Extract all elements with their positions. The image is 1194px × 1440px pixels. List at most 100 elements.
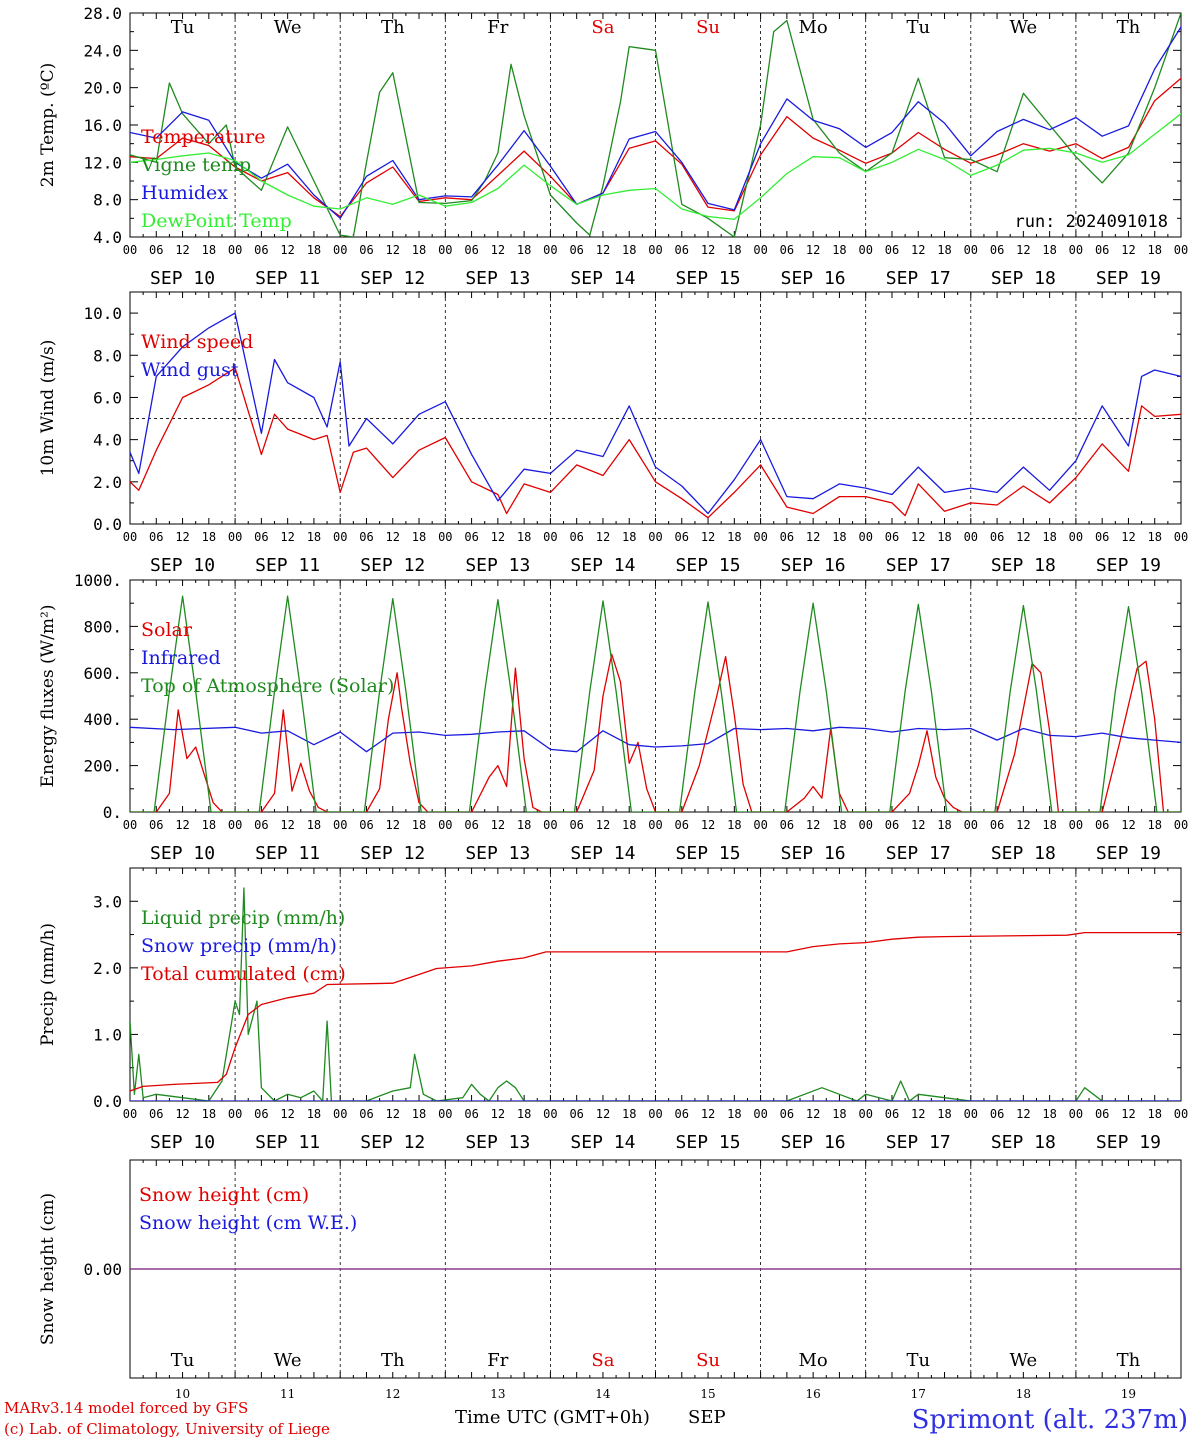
hour-tick-label: 00 bbox=[858, 243, 872, 257]
hour-tick-label: 12 bbox=[596, 1107, 610, 1121]
hour-tick-label: 18 bbox=[622, 1107, 636, 1121]
hour-tick-label: 00 bbox=[123, 1107, 137, 1121]
legend-wind-gust: Wind gust bbox=[141, 359, 239, 381]
weekday-label: Th bbox=[1117, 17, 1141, 38]
y-tick-label: 0. bbox=[103, 803, 122, 822]
legend-wind-speed: Wind speed bbox=[141, 331, 253, 353]
date-label: SEP 18 bbox=[991, 268, 1056, 289]
hour-tick-label: 06 bbox=[885, 818, 899, 832]
y-axis-label: Energy fluxes (W/m²) bbox=[38, 605, 58, 788]
hour-tick-label: 00 bbox=[543, 1107, 557, 1121]
hour-tick-label: 12 bbox=[1016, 243, 1030, 257]
series-total-cumulated-cm- bbox=[130, 931, 1181, 1092]
hour-tick-label: 18 bbox=[307, 818, 321, 832]
hour-tick-label: 00 bbox=[858, 530, 872, 544]
weekday-label: Fr bbox=[487, 17, 508, 38]
legend-infrared: Infrared bbox=[141, 647, 221, 669]
y-tick-label: 10.0 bbox=[83, 304, 122, 323]
hour-tick-label: 18 bbox=[1042, 530, 1056, 544]
date-label: SEP 13 bbox=[465, 1132, 530, 1153]
y-tick-label: 24.0 bbox=[83, 41, 122, 60]
legend-snow-height-cm-w-e-: Snow height (cm W.E.) bbox=[139, 1212, 357, 1234]
hour-tick-label: 12 bbox=[491, 243, 505, 257]
series-group bbox=[130, 13, 1181, 237]
hour-tick-label: 18 bbox=[517, 1107, 531, 1121]
hour-tick-label: 06 bbox=[675, 243, 689, 257]
hour-tick-label: 18 bbox=[832, 1107, 846, 1121]
date-label: SEP 18 bbox=[991, 843, 1056, 864]
date-label: SEP 14 bbox=[570, 268, 635, 289]
hour-tick-label: 18 bbox=[307, 243, 321, 257]
legend-dewpoint-temp: DewPoint Temp bbox=[141, 210, 292, 232]
date-label: SEP 11 bbox=[255, 555, 320, 576]
series-group bbox=[130, 887, 1181, 1101]
legend-total-cumulated-cm-: Total cumulated (cm) bbox=[141, 963, 346, 985]
day-number-label: 15 bbox=[700, 1387, 715, 1401]
series-solar bbox=[130, 653, 1181, 812]
hour-tick-label: 18 bbox=[937, 1107, 951, 1121]
hour-tick-label: 18 bbox=[1147, 1107, 1161, 1121]
y-tick-label: 0.0 bbox=[93, 1092, 122, 1111]
date-label: SEP 16 bbox=[781, 843, 846, 864]
y-tick-label: 2.0 bbox=[93, 473, 122, 492]
y-axis-label: 10m Wind (m/s) bbox=[38, 340, 58, 477]
model-credit: MARv3.14 model forced by GFS bbox=[4, 1399, 248, 1417]
hour-tick-label: 00 bbox=[438, 1107, 452, 1121]
hour-tick-label: 06 bbox=[780, 243, 794, 257]
hour-tick-label: 18 bbox=[517, 243, 531, 257]
hour-tick-label: 12 bbox=[175, 1107, 189, 1121]
time-axis-label: Time UTC (GMT+0h) bbox=[455, 1407, 650, 1428]
date-label: SEP 10 bbox=[150, 1132, 215, 1153]
hour-tick-label: 18 bbox=[832, 818, 846, 832]
hour-tick-label: 00 bbox=[964, 818, 978, 832]
series-temperature bbox=[130, 77, 1181, 218]
day-number-label: 14 bbox=[595, 1387, 611, 1401]
hour-tick-label: 18 bbox=[412, 818, 426, 832]
hour-tick-label: 18 bbox=[937, 818, 951, 832]
hour-tick-label: 12 bbox=[1121, 243, 1135, 257]
panel-1: 4.0 8.0 12.0 16.0 20.0 24.0 28.0 2m Temp. (ºC) T… bbox=[38, 4, 1188, 289]
weekday-label: We bbox=[274, 1350, 302, 1371]
hour-tick-label: 00 bbox=[123, 818, 137, 832]
hour-tick-label: 06 bbox=[569, 818, 583, 832]
date-label: SEP 17 bbox=[886, 843, 951, 864]
date-label: SEP 15 bbox=[676, 555, 741, 576]
weekday-label: Tu bbox=[171, 1350, 195, 1371]
hour-tick-label: 00 bbox=[648, 530, 662, 544]
date-label: SEP 10 bbox=[150, 268, 215, 289]
date-label: SEP 19 bbox=[1096, 1132, 1161, 1153]
y-tick-label: 0.0 bbox=[93, 515, 122, 534]
day-number-label: 10 bbox=[175, 1387, 190, 1401]
hour-tick-label: 06 bbox=[1095, 1107, 1109, 1121]
y-axis-label: Precip (mm/h) bbox=[38, 923, 58, 1046]
hour-tick-label: 06 bbox=[569, 243, 583, 257]
hour-tick-label: 00 bbox=[333, 530, 347, 544]
hour-tick-label: 00 bbox=[438, 243, 452, 257]
date-label: SEP 12 bbox=[360, 843, 425, 864]
hour-tick-label: 00 bbox=[1174, 243, 1188, 257]
hour-tick-label: 00 bbox=[333, 1107, 347, 1121]
hour-tick-label: 00 bbox=[858, 818, 872, 832]
hour-tick-label: 12 bbox=[386, 1107, 400, 1121]
y-tick-label: 28.0 bbox=[83, 4, 122, 23]
y-tick-label: 4.0 bbox=[93, 431, 122, 450]
hour-tick-label: 06 bbox=[359, 530, 373, 544]
plot-frame bbox=[129, 12, 1182, 238]
y-tick-label: 800. bbox=[83, 617, 122, 636]
hour-tick-label: 12 bbox=[701, 818, 715, 832]
hour-tick-label: 12 bbox=[701, 243, 715, 257]
hour-tick-label: 00 bbox=[543, 818, 557, 832]
hour-tick-label: 12 bbox=[1016, 1107, 1030, 1121]
hour-tick-label: 12 bbox=[1121, 818, 1135, 832]
hour-tick-label: 06 bbox=[885, 530, 899, 544]
hour-tick-label: 06 bbox=[780, 1107, 794, 1121]
y-tick-label: 1.0 bbox=[93, 1025, 122, 1044]
date-label: SEP 19 bbox=[1096, 843, 1161, 864]
hour-tick-label: 06 bbox=[675, 1107, 689, 1121]
hour-tick-label: 00 bbox=[964, 243, 978, 257]
y-tick-label: 16.0 bbox=[83, 116, 122, 135]
series-liquid-precip-mm-h- bbox=[130, 887, 1181, 1101]
legend-snow-precip-mm-h-: Snow precip (mm/h) bbox=[141, 935, 337, 957]
hour-tick-label: 00 bbox=[858, 1107, 872, 1121]
hour-tick-label: 00 bbox=[228, 243, 242, 257]
